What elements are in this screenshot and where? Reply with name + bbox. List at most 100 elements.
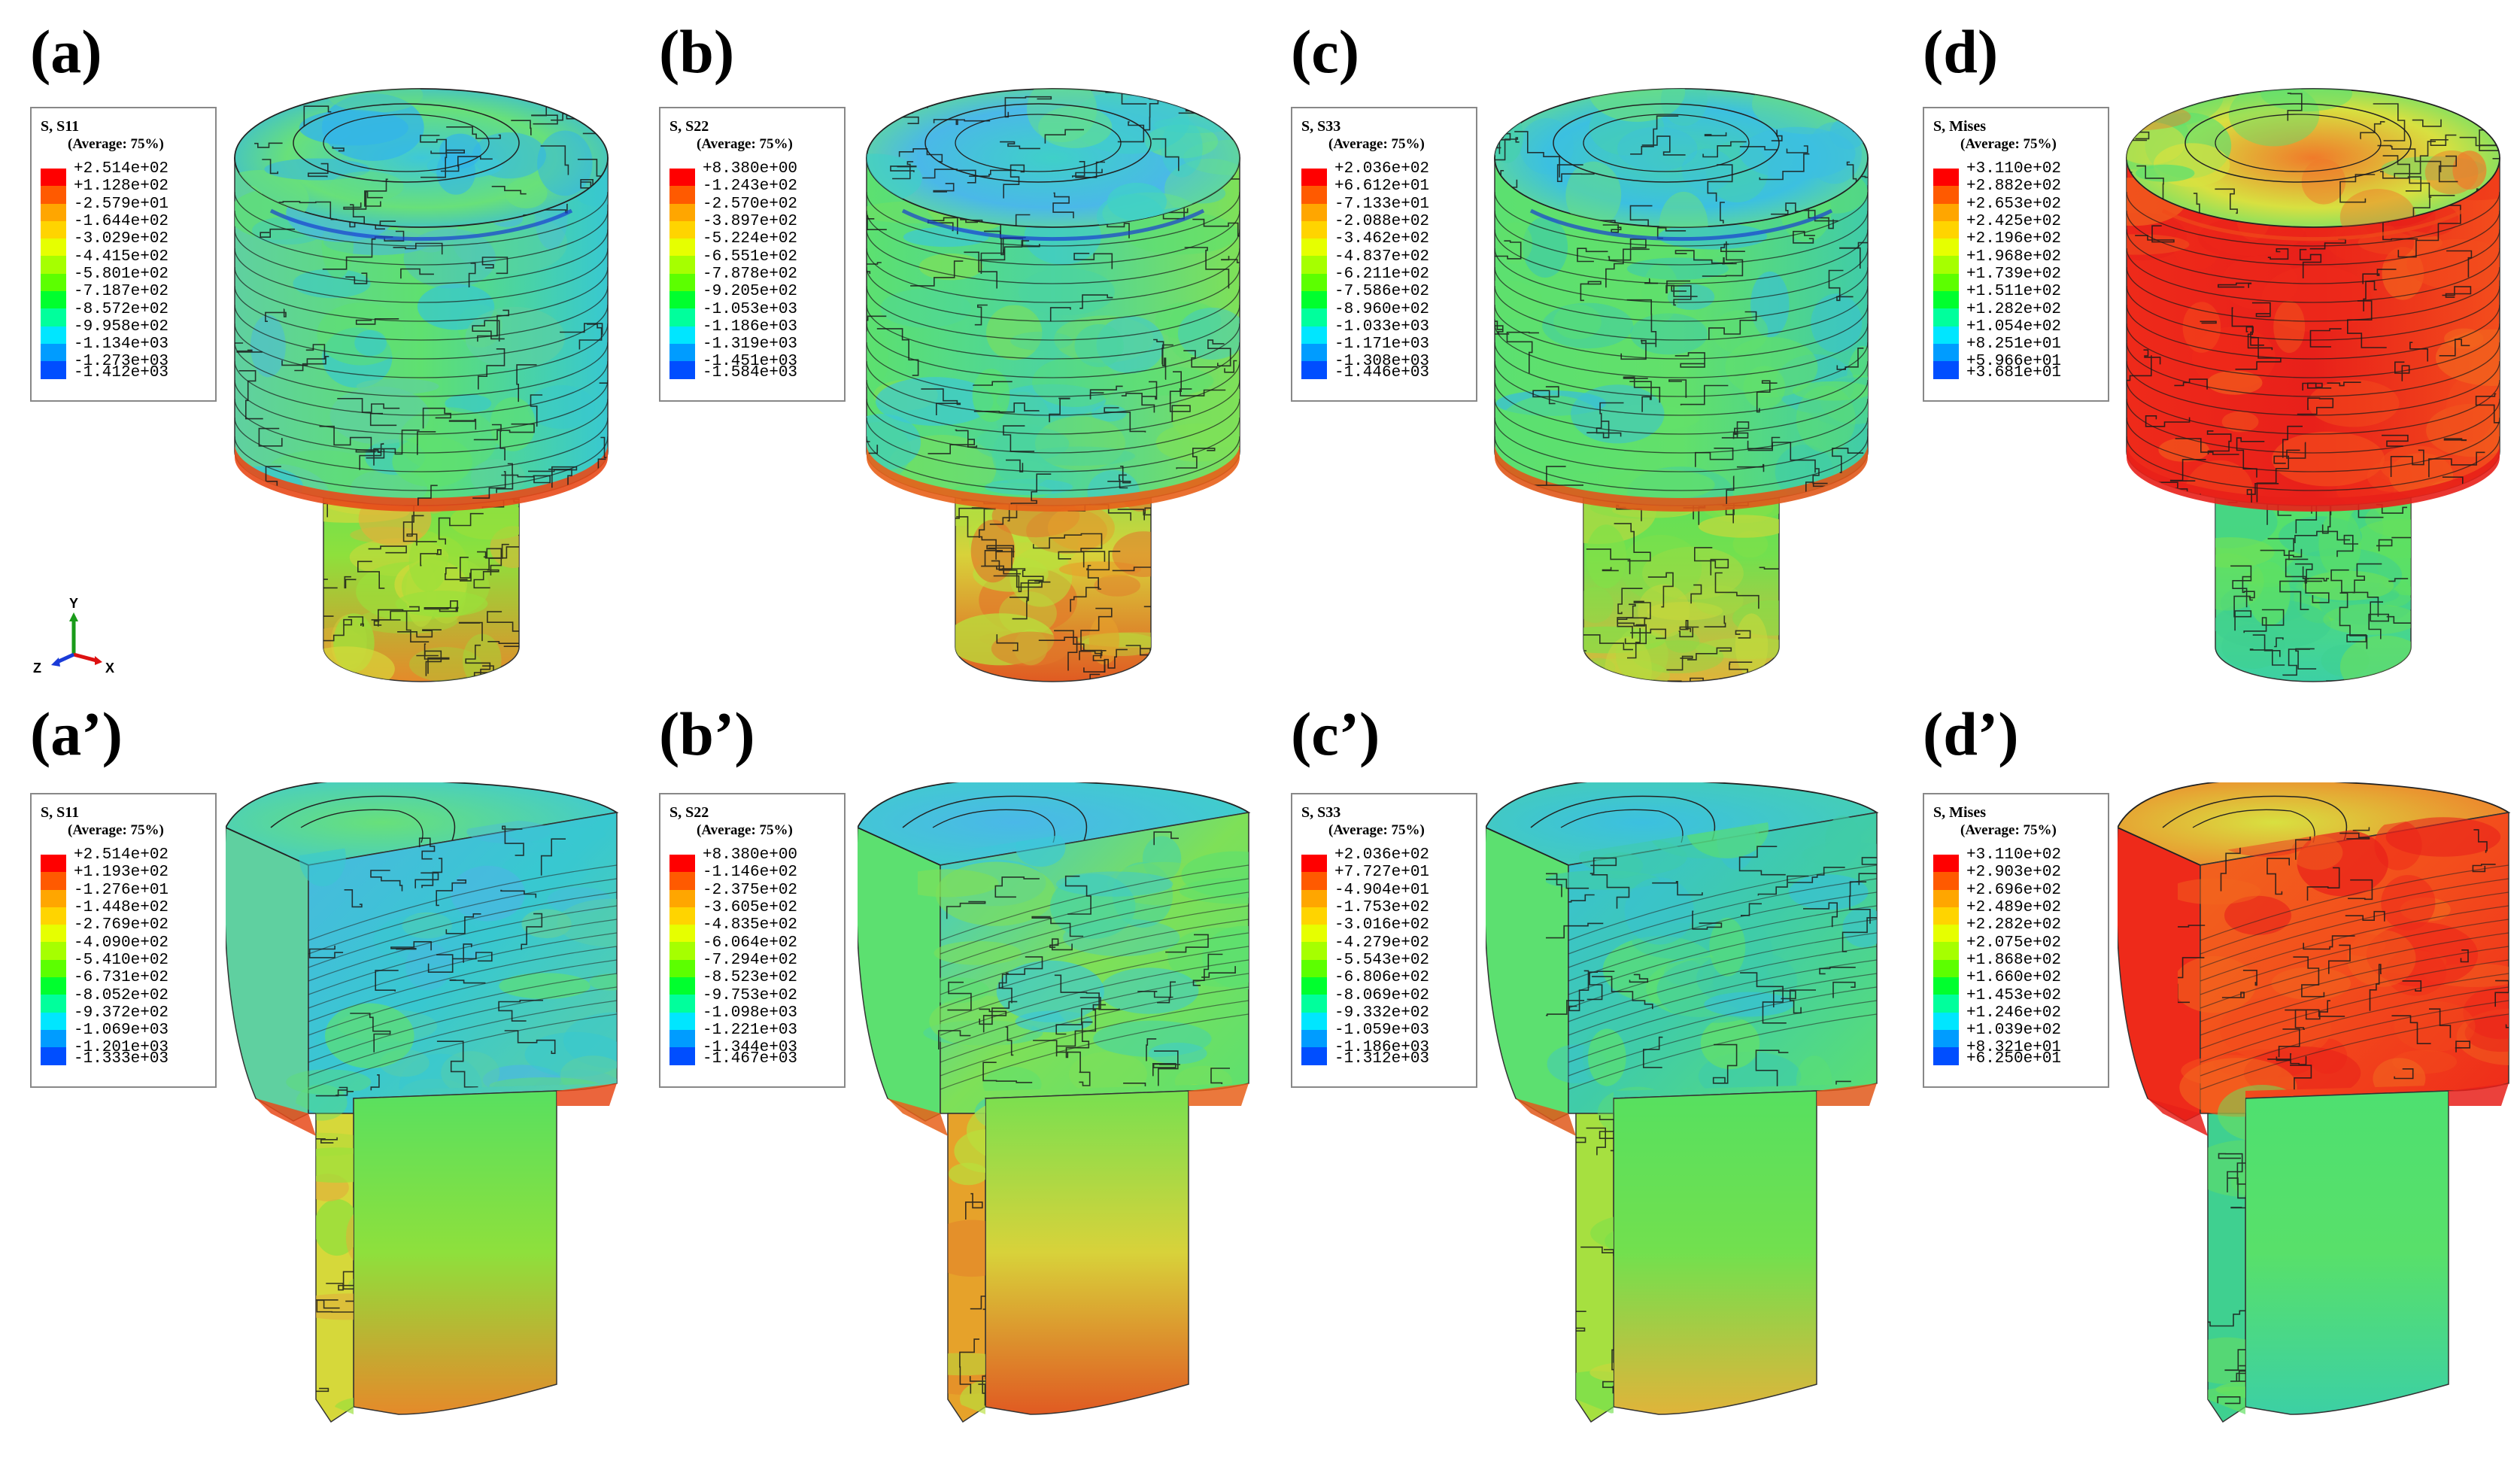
legend-swatch <box>1301 169 1327 187</box>
legend-value: -1.584e+03 <box>703 364 798 382</box>
panel-label-c-prime: (c’) <box>1291 700 1380 768</box>
legend-subtitle: (Average: 75%) <box>68 822 164 838</box>
legend-value: -1.186e+03 <box>703 317 798 336</box>
legend-swatch <box>669 220 695 239</box>
legend-swatch <box>669 238 695 257</box>
bolt-head-outer <box>226 827 309 1122</box>
legend-value: -3.462e+02 <box>1334 230 1430 248</box>
legend-value: -1.446e+03 <box>1334 364 1430 382</box>
bolt-head-top <box>1486 782 1879 866</box>
legend-title: S, S11 <box>41 804 80 821</box>
legend-swatch <box>1933 925 1959 943</box>
x-axis-arrow <box>73 652 97 663</box>
legend-value: -2.769e+02 <box>74 916 169 934</box>
legend-value: -1.059e+03 <box>1334 1022 1430 1040</box>
legend-swatch <box>669 1047 695 1065</box>
legend-value: -8.572e+02 <box>74 300 169 318</box>
legend-value: +5.966e+01 <box>1966 353 2062 371</box>
panel-label-d: (d) <box>1923 17 1999 86</box>
model-a <box>234 88 609 682</box>
legend-swatch <box>41 308 66 327</box>
legend-value: +2.425e+02 <box>1966 213 2062 231</box>
legend-value: -6.551e+02 <box>703 248 798 266</box>
panel-label-b-prime: (b’) <box>659 700 755 768</box>
legend-swatch <box>669 995 695 1013</box>
legend-value: -1.344e+03 <box>703 1039 798 1057</box>
legend-value: +2.282e+02 <box>1966 916 2062 934</box>
legend-swatch <box>669 1012 695 1030</box>
legend-value: -1.186e+03 <box>1334 1039 1430 1057</box>
legend-swatch <box>1933 343 1959 362</box>
legend-value: +2.196e+02 <box>1966 230 2062 248</box>
legend-value: +1.868e+02 <box>1966 951 2062 969</box>
legend-value: +8.380e+00 <box>703 846 798 864</box>
legend-swatch <box>1933 203 1959 221</box>
legend-swatch <box>41 361 66 379</box>
legend-value: -8.069e+02 <box>1334 986 1430 1004</box>
legend-c-prime: S, S33 (Average: 75%) +2.036e+02 +7.727e+01… <box>1291 793 1477 1088</box>
legend-swatch <box>1933 977 1959 995</box>
legend-subtitle: (Average: 75%) <box>697 136 793 152</box>
bolt-shaft-face <box>2245 1090 2449 1415</box>
legend-swatch <box>1301 186 1327 204</box>
legend-value: +2.075e+02 <box>1966 934 2062 952</box>
legend-value: +1.054e+02 <box>1966 317 2062 336</box>
panel-label-d-prime: (d’) <box>1923 700 2019 768</box>
legend-value: -1.451e+03 <box>703 353 798 371</box>
legend-value: +7.727e+01 <box>1334 864 1430 882</box>
legend-value: -4.837e+02 <box>1334 248 1430 266</box>
legend-swatch <box>669 925 695 943</box>
legend-value: +1.739e+02 <box>1966 265 2062 283</box>
model-d <box>2126 88 2500 682</box>
legend-swatch <box>1933 273 1959 292</box>
legend-value: +2.514e+02 <box>74 846 169 864</box>
legend-swatch <box>41 273 66 292</box>
bolt-head-rim <box>2127 444 2500 512</box>
legend-value: +1.282e+02 <box>1966 300 2062 318</box>
legend-value: -1.171e+03 <box>1334 336 1430 354</box>
panel-label-a: (a) <box>30 17 102 86</box>
legend-swatch <box>41 186 66 204</box>
legend-value: -1.221e+03 <box>703 1022 798 1040</box>
legend-swatch <box>41 959 66 978</box>
x-axis-label: X <box>105 661 114 676</box>
y-axis-label: Y <box>69 596 78 611</box>
legend-value: -3.029e+02 <box>74 230 169 248</box>
legend-swatch <box>1933 1047 1959 1065</box>
legend-value: -1.273e+03 <box>74 353 169 371</box>
legend-swatch <box>41 238 66 257</box>
legend-value: +8.321e+01 <box>1966 1039 2062 1057</box>
legend-swatch <box>41 942 66 960</box>
legend-subtitle: (Average: 75%) <box>68 136 164 152</box>
legend-value: -1.312e+03 <box>1334 1050 1430 1068</box>
legend-swatch <box>1301 995 1327 1013</box>
model-c-prime <box>1486 782 1879 1423</box>
legend-swatch <box>1301 238 1327 257</box>
legend-swatch <box>1933 220 1959 239</box>
legend-swatch <box>41 925 66 943</box>
legend-swatch <box>1933 238 1959 257</box>
model-a-prime <box>226 782 619 1423</box>
legend-swatch <box>669 361 695 379</box>
legend-value: -6.211e+02 <box>1334 265 1430 283</box>
bolt-shaft-face <box>985 1090 1189 1415</box>
bolt-head-rim <box>1495 444 1868 512</box>
bolt-head-outer <box>2118 827 2201 1122</box>
legend-swatch <box>669 203 695 221</box>
legend-swatch <box>1933 889 1959 907</box>
legend-value: -3.605e+02 <box>703 899 798 917</box>
legend-swatch <box>669 256 695 274</box>
legend-value: +3.110e+02 <box>1966 846 2062 864</box>
legend-swatch <box>1301 220 1327 239</box>
axis-triad: Y X Z <box>33 596 114 676</box>
legend-swatch <box>1301 977 1327 995</box>
legend-value: +3.110e+02 <box>1966 160 2062 178</box>
legend-b-prime: S, S22 (Average: 75%) +8.380e+00 -1.146e+02… <box>659 793 846 1088</box>
legend-value: -3.897e+02 <box>703 213 798 231</box>
legend-value: +1.968e+02 <box>1966 248 2062 266</box>
legend-value: -6.064e+02 <box>703 934 798 952</box>
legend-value: -7.294e+02 <box>703 951 798 969</box>
legend-swatch <box>1301 273 1327 292</box>
legend-swatch <box>1301 1047 1327 1065</box>
